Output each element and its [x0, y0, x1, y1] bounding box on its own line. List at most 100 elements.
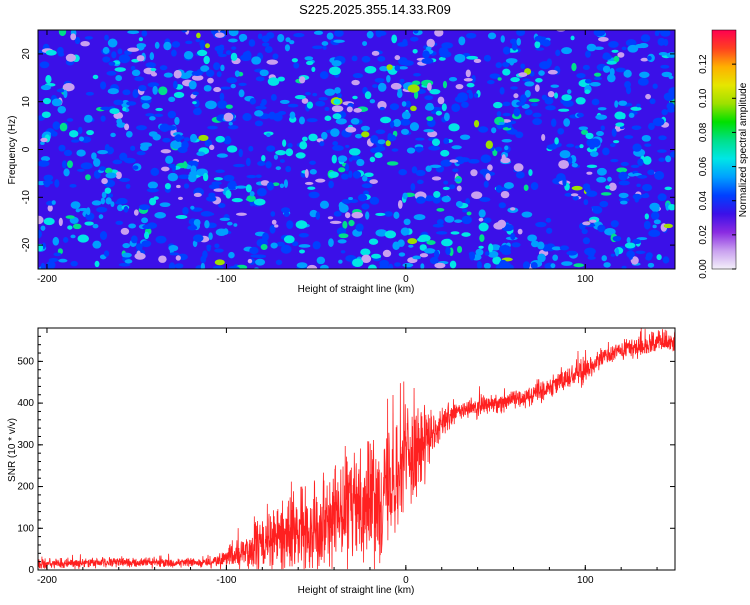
heatmap-cell [306, 60, 314, 66]
heatmap-cell [593, 72, 602, 77]
heatmap-cell [51, 98, 62, 107]
heatmap-cell [150, 72, 158, 77]
heatmap-cell [417, 179, 424, 185]
heatmap-cell [621, 112, 626, 120]
heatmap-cell [191, 74, 204, 81]
heatmap-cell [576, 72, 586, 79]
heatmap-cell [191, 71, 203, 77]
heatmap-cell [499, 245, 512, 254]
heatmap-cell [105, 197, 112, 205]
heatmap-cell [315, 100, 326, 107]
heatmap-cell [570, 35, 575, 41]
heatmap-cell [176, 184, 181, 189]
heatmap-cell [593, 76, 603, 81]
heatmap-cell [149, 197, 157, 206]
heatmap-cell [625, 39, 637, 47]
heatmap-cell [175, 134, 182, 142]
heatmap-cell [70, 260, 78, 267]
heatmap-cell [570, 193, 579, 197]
heatmap-cell [270, 94, 277, 101]
heatmap-cell [509, 58, 515, 66]
heatmap-cell [162, 137, 171, 143]
y-tick-label: 0 [28, 565, 34, 576]
heatmap-cell [274, 224, 279, 228]
heatmap-cell [248, 39, 256, 47]
heatmap-cell [141, 103, 150, 110]
heatmap-cell [520, 63, 526, 69]
heatmap-cell [449, 260, 457, 269]
heatmap-cell [275, 259, 283, 266]
heatmap-cell [307, 186, 316, 190]
heatmap-cell [149, 52, 155, 61]
heatmap-cell [550, 84, 560, 88]
heatmap-cell [644, 143, 652, 147]
heatmap-cell [266, 181, 274, 191]
colorbar-ticks: 0.00 0.02 0.04 0.06 0.08 0.10 0.12 [698, 54, 736, 279]
heatmap-cell [337, 155, 348, 163]
heatmap-cell [606, 60, 617, 65]
heatmap-cell [478, 222, 489, 232]
heatmap-cell [331, 105, 344, 113]
heatmap-cell [171, 163, 176, 173]
heatmap-cell [38, 244, 44, 252]
heatmap-cell [116, 118, 123, 125]
heatmap-cell [424, 95, 434, 100]
heatmap-cell [204, 212, 215, 216]
heatmap-cell [211, 181, 222, 186]
heatmap-cell [63, 168, 70, 177]
heatmap-cell [649, 98, 656, 105]
colorbar-tick-label: 0.02 [698, 225, 709, 245]
heatmap-cell [630, 256, 639, 265]
heatmap-cell [401, 128, 410, 135]
heatmap-cell [653, 219, 661, 225]
heatmap-cell [298, 232, 309, 238]
heatmap-cell [276, 241, 286, 247]
heatmap-cell [400, 227, 410, 236]
heatmap-cell [355, 133, 363, 139]
heatmap-cell [158, 255, 167, 263]
heatmap-cell [461, 101, 469, 108]
heatmap-cell [117, 204, 124, 212]
heatmap-cell [572, 195, 579, 201]
heatmap-cell [593, 30, 606, 37]
heatmap-cell [287, 143, 293, 148]
heatmap-cell [223, 174, 235, 182]
heatmap-y-axis: -20 -10 0 10 20 [21, 48, 675, 252]
heatmap-cell [338, 204, 349, 213]
heatmap-cell [190, 165, 197, 173]
heatmap-cell [266, 132, 271, 138]
heatmap-cell [410, 183, 416, 191]
heatmap-cell [228, 121, 233, 126]
heatmap-cell [196, 32, 201, 39]
heatmap-cell [574, 145, 581, 149]
heatmap-cell [443, 137, 450, 145]
heatmap-cell [586, 164, 598, 169]
heatmap-cell [62, 237, 69, 243]
heatmap-cell [647, 262, 655, 268]
heatmap-cell [175, 215, 188, 220]
heatmap-cell [589, 219, 597, 223]
heatmap-cell [589, 143, 595, 150]
heatmap-cell [462, 208, 468, 213]
heatmap-cell [624, 242, 636, 249]
heatmap-cell [583, 199, 589, 206]
heatmap-cell [122, 242, 131, 249]
heatmap-cell [213, 177, 223, 181]
heatmap-cell [379, 116, 392, 124]
heatmap-cell [657, 149, 667, 153]
heatmap-cell [518, 72, 528, 77]
heatmap-cell [107, 193, 114, 198]
heatmap-cell [279, 183, 285, 189]
heatmap-cell [448, 184, 456, 190]
heatmap-cell [225, 104, 233, 109]
heatmap-cell [510, 86, 518, 90]
heatmap-cell [158, 86, 168, 96]
heatmap-cell [658, 51, 668, 56]
heatmap-cell [433, 250, 440, 259]
heatmap-cell [278, 110, 287, 116]
heatmap-cell [171, 49, 177, 57]
heatmap-cell [308, 191, 320, 199]
heatmap-cell [321, 131, 328, 140]
heatmap-cell [596, 176, 607, 183]
